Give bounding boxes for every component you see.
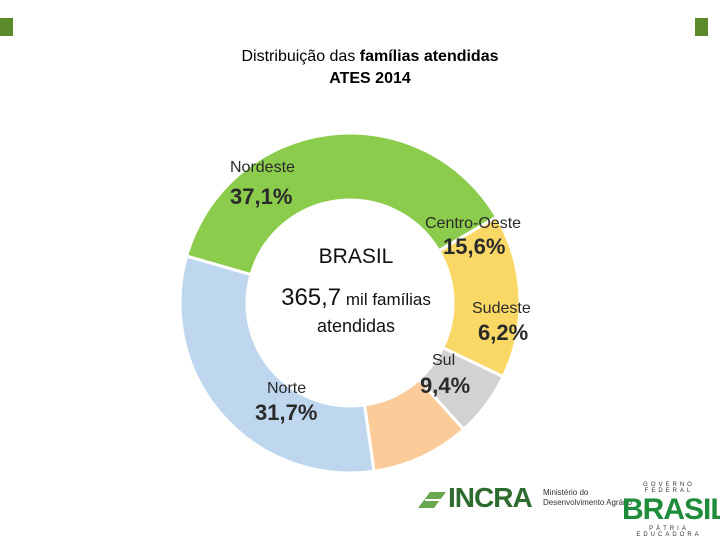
gov-brasil-logo: GOVERNO FEDERAL BRASIL PÁTRIA EDUCADORA <box>622 482 720 538</box>
slice-value-norte: 31,7% <box>255 400 317 425</box>
slice-label-norte: Norte <box>267 380 306 397</box>
footer-logos: INCRA Ministério do Desenvolvimento Agrá… <box>400 480 720 540</box>
corner-decoration-left <box>0 18 13 36</box>
corner-decoration-right <box>695 18 708 36</box>
slice-label-nordeste: Nordeste <box>230 159 295 176</box>
gov-brasil-text: BRASIL <box>622 493 720 526</box>
chart-title: Distribuição das famílias atendidas ATES… <box>0 46 720 90</box>
incra-logo-icon <box>418 492 446 508</box>
center-label-country: BRASIL <box>318 245 394 268</box>
slice-value-centro-oeste: 15,6% <box>443 234 505 259</box>
gov-bottom-text: PÁTRIA EDUCADORA <box>636 526 702 538</box>
ministry-logo: Ministério do Desenvolvimento Agrário <box>543 488 632 508</box>
ministry-line2: Desenvolvimento Agrário <box>543 498 632 507</box>
slice-value-sudeste: 6,2% <box>478 320 528 345</box>
slice-value-sul: 9,4% <box>420 373 470 398</box>
slice-label-centro-oeste: Centro-Oeste <box>425 215 521 232</box>
title-bold: famílias atendidas <box>359 48 499 65</box>
center-label-attended: atendidas <box>316 316 396 336</box>
donut-slice-nordeste <box>184 131 499 277</box>
center-total-value: 365,7 <box>281 284 342 311</box>
title-prefix: Distribuição das <box>241 48 360 65</box>
title-subtitle: ATES 2014 <box>329 70 411 87</box>
ministry-line1: Ministério do <box>543 488 589 497</box>
slice-label-sul: Sul <box>432 352 455 369</box>
center-label-total: 365,7 mil famílias <box>236 284 476 312</box>
gov-top-text: GOVERNO FEDERAL <box>643 482 695 494</box>
incra-logo-text: INCRA <box>448 482 533 513</box>
slice-label-sudeste: Sudeste <box>472 300 531 317</box>
donut-slice-norte <box>178 254 376 475</box>
slice-value-nordeste: 37,1% <box>230 184 292 209</box>
center-total-unit: mil famílias <box>341 290 431 309</box>
